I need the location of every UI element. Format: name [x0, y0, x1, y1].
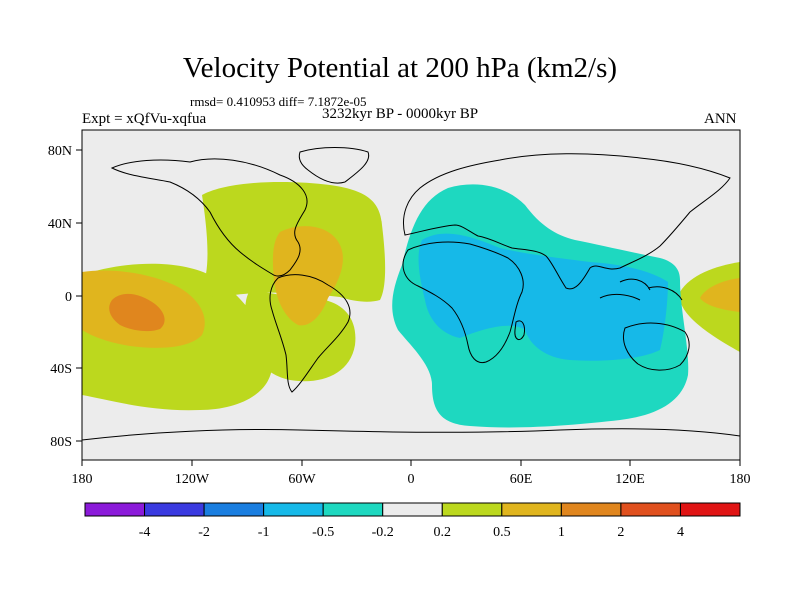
coastline-africa	[402, 241, 524, 364]
colorbar-swatch	[679, 502, 741, 517]
coastline-antarctica	[82, 428, 740, 441]
contour-fields	[82, 182, 740, 428]
page-title: Velocity Potential at 200 hPa (km2/s)	[182, 52, 618, 84]
colorbar-label: 1	[558, 525, 565, 540]
colorbar: -4 -2 -1 -0.5 -0.2 0.2 0.5 1 2 4	[84, 502, 741, 540]
colorbar-swatch	[560, 502, 622, 517]
colorbar-label: -4	[139, 525, 151, 540]
colorbar-label: 2	[617, 525, 624, 540]
contour-positive-strong-pacific	[109, 293, 165, 332]
coastline-eurasia	[403, 153, 731, 290]
colorbar-label: 4	[677, 525, 684, 540]
coastline-maritime-continent	[599, 278, 683, 301]
colorbar-label: -1	[258, 525, 270, 540]
lon-label-120e: 120E	[615, 472, 645, 487]
experiment-label: Expt = xQfVu-xqfua	[82, 111, 207, 127]
colorbar-swatch	[382, 502, 443, 517]
lon-label-180e: 180	[730, 472, 751, 487]
lon-label-0: 0	[408, 472, 415, 487]
lat-label-0: 0	[65, 290, 72, 305]
colorbar-label: -2	[198, 525, 210, 540]
colorbar-swatch	[84, 502, 146, 517]
lat-label-80n: 80N	[48, 144, 72, 159]
lat-label-40s: 40S	[50, 362, 72, 377]
lon-label-180w: 180	[72, 472, 93, 487]
colorbar-label: 0.5	[493, 525, 511, 540]
lon-label-60e: 60E	[510, 472, 533, 487]
coastline-south-america	[269, 274, 351, 393]
colorbar-swatch	[203, 502, 265, 517]
coastline-greenland	[298, 147, 370, 184]
contour-negative-mid	[418, 233, 668, 361]
colorbar-swatch	[144, 502, 205, 517]
colorbar-label: 0.2	[434, 525, 452, 540]
contour-positive-mid-dateline	[700, 278, 740, 312]
lon-label-60w: 60W	[288, 472, 316, 487]
colorbar-label: -0.5	[312, 525, 334, 540]
latitude-axis	[76, 149, 82, 442]
season-label: ANN	[704, 111, 737, 127]
longitude-axis	[81, 460, 741, 466]
colorbar-swatch	[263, 502, 324, 517]
coastlines	[82, 147, 740, 441]
coastline-north-america	[110, 158, 308, 277]
coastline-madagascar	[514, 320, 525, 341]
stats-text: rmsd= 0.410953 diff= 7.1872e-05	[190, 94, 367, 109]
lat-label-40n: 40N	[48, 217, 72, 232]
colorbar-swatch	[441, 502, 503, 517]
lat-label-80s: 80S	[50, 435, 72, 450]
period-label: 3232kyr BP - 0000kyr BP	[322, 106, 479, 122]
colorbar-swatch	[322, 502, 384, 517]
lon-label-120w: 120W	[175, 472, 210, 487]
coastline-australia	[623, 322, 690, 371]
colorbar-swatch	[501, 502, 562, 517]
colorbar-swatch	[620, 502, 681, 517]
colorbar-label: -0.2	[372, 525, 394, 540]
